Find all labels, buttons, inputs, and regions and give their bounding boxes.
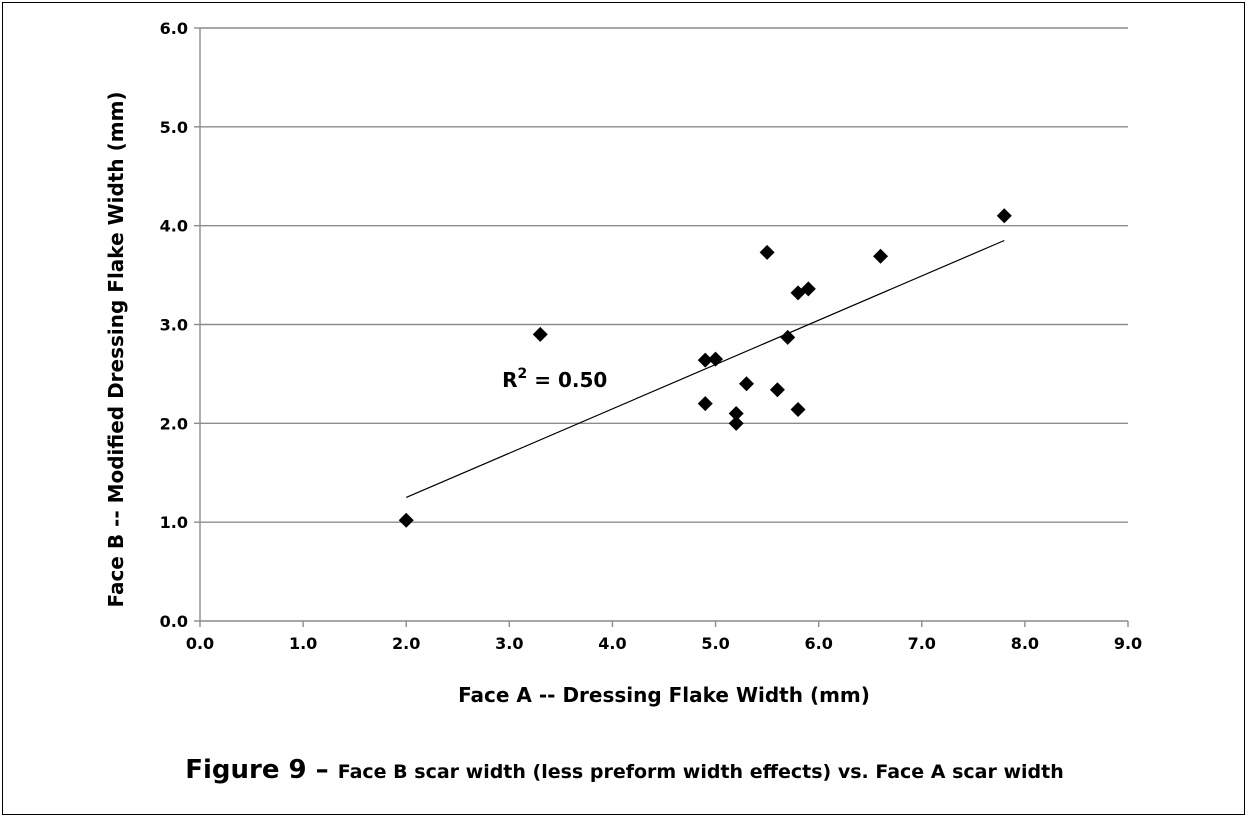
gridlines <box>194 27 1128 622</box>
data-point <box>873 248 889 264</box>
x-tick-label: 5.0 <box>701 634 729 653</box>
y-axis-title: Face B -- Modified Dressing Flake Width … <box>104 91 128 607</box>
y-tick-label: 2.0 <box>160 414 188 433</box>
data-point <box>728 405 744 421</box>
x-tick-label: 0.0 <box>186 634 214 653</box>
y-tick-label: 5.0 <box>160 118 188 137</box>
r-squared-annotation: R2 = 0.50 <box>502 366 607 392</box>
x-tick-label: 6.0 <box>804 634 832 653</box>
data-point <box>790 401 806 417</box>
y-tick-labels: 0.0 1.0 2.0 3.0 4.0 5.0 6.0 <box>160 19 188 631</box>
data-point <box>398 512 414 528</box>
x-tick-label: 3.0 <box>495 634 523 653</box>
data-point <box>697 352 713 368</box>
y-tick-label: 4.0 <box>160 217 188 236</box>
data-point <box>800 281 816 297</box>
trendline <box>405 239 1005 499</box>
y-tick-label: 1.0 <box>160 513 188 532</box>
figure-caption: Figure 9 – Face B scar width (less prefo… <box>0 755 1249 785</box>
x-tick-labels: 0.0 1.0 2.0 3.0 4.0 5.0 6.0 7.0 8.0 9.0 <box>186 634 1142 653</box>
caption-lead: Figure 9 – <box>185 755 338 785</box>
data-point <box>532 326 548 342</box>
x-tick-label: 7.0 <box>908 634 936 653</box>
y-tick-label: 3.0 <box>160 316 188 335</box>
y-tick-label: 0.0 <box>160 612 188 631</box>
data-point <box>728 415 744 431</box>
x-tick-label: 2.0 <box>392 634 420 653</box>
caption-text: Face B scar width (less preform width ef… <box>337 761 1064 783</box>
data-points <box>398 208 1012 528</box>
data-point <box>738 376 754 392</box>
y-tick-label: 6.0 <box>160 19 188 38</box>
x-tick-label: 9.0 <box>1114 634 1142 653</box>
data-point <box>708 351 724 367</box>
x-tick-label: 8.0 <box>1011 634 1039 653</box>
x-axis-title: Face A -- Dressing Flake Width (mm) <box>458 683 870 707</box>
x-tick-label: 4.0 <box>598 634 626 653</box>
data-point <box>769 382 785 398</box>
x-tick-label: 1.0 <box>289 634 317 653</box>
data-point <box>697 396 713 412</box>
axes <box>199 28 1129 627</box>
data-point <box>996 208 1012 224</box>
trendline-group <box>405 239 1005 499</box>
data-point <box>759 244 775 260</box>
data-point <box>780 329 796 345</box>
